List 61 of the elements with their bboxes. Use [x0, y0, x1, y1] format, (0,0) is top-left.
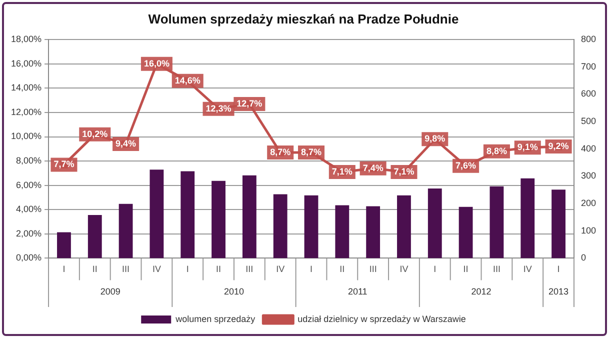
x-tick-label: II — [92, 264, 98, 274]
y-tick-label: 8,00% — [16, 156, 42, 166]
x-tick-label: IV — [400, 264, 408, 274]
y-tick-label: 18,00% — [10, 34, 42, 44]
y-tick-label: 6,00% — [16, 180, 42, 190]
x-tick-label: II — [340, 264, 345, 274]
bar — [490, 186, 504, 258]
y-tick-label: 2,00% — [16, 228, 42, 238]
y2-tick-label: 200 — [580, 198, 596, 208]
y-tick-label: 16,00% — [10, 58, 42, 68]
bar — [180, 171, 195, 258]
x-tick-label: III — [492, 264, 500, 274]
bar — [242, 175, 256, 258]
y2-tick-label: 800 — [580, 34, 596, 44]
text: 2011 — [348, 286, 368, 297]
legend-label: udział dzielnicy w sprzedaży w Warszawie — [298, 314, 466, 324]
x-tick-label: IV — [276, 264, 285, 274]
chart-title: Wolumen sprzedaży mieszkań na Pradze Południe — [148, 11, 459, 26]
y2-tick-label: 400 — [580, 143, 596, 154]
y2-tick-label: 0 — [580, 252, 586, 263]
y-tick-label: 0,00% — [16, 252, 42, 263]
bar — [212, 180, 226, 258]
y-tick-label: 4,00% — [16, 204, 42, 214]
bar — [57, 232, 71, 258]
text: 2009 — [100, 286, 120, 297]
y2-tick-label: 500 — [580, 116, 596, 126]
bar — [150, 170, 164, 258]
x-tick-label: III — [369, 264, 377, 274]
bar — [428, 188, 442, 258]
y2-tick-label: 700 — [580, 61, 596, 72]
x-tick-label: IV — [523, 264, 532, 274]
bar — [366, 206, 380, 258]
bar — [458, 206, 473, 258]
y2-tick-label: 600 — [580, 88, 596, 99]
x-tick-label: III — [122, 264, 130, 274]
x-tick-label: I — [186, 264, 189, 274]
bar — [88, 215, 102, 258]
text: 2010 — [224, 286, 244, 297]
bar — [552, 190, 566, 258]
y-tick-label: 14,00% — [10, 82, 42, 93]
x-tick-label: I — [62, 264, 66, 274]
y-tick-label: 10,00% — [10, 131, 42, 142]
x-tick-label: III — [246, 264, 254, 274]
x-tick-label: IV — [152, 264, 161, 274]
bar — [335, 205, 350, 258]
x-tick-label: II — [463, 264, 468, 274]
bar — [520, 178, 535, 258]
text: 2012 — [471, 286, 492, 297]
x-tick-label: I — [557, 264, 560, 274]
y-tick-label: 12,00% — [10, 106, 42, 117]
bar — [118, 204, 133, 258]
x-tick-label: I — [434, 264, 436, 274]
bar — [397, 195, 411, 258]
legend-label: wolumen sprzedaży — [174, 314, 256, 324]
text: 2013 — [548, 286, 569, 297]
y2-tick-label: 100 — [580, 225, 596, 236]
x-tick-label: I — [310, 264, 313, 274]
x-tick-label: II — [216, 264, 222, 274]
y2-tick-label: 300 — [580, 170, 596, 181]
bar — [273, 194, 288, 258]
bar — [304, 195, 318, 258]
